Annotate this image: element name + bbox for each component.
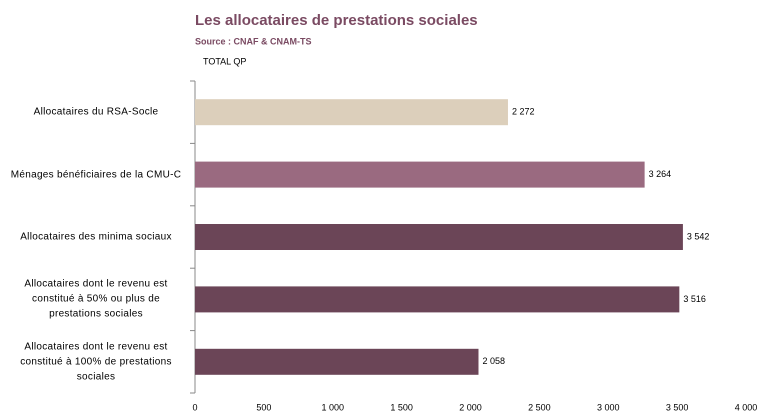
y-tick-label: Allocataires dont le revenu est constitu…: [20, 341, 172, 383]
bar: [195, 224, 683, 250]
value-label: 2 058: [482, 356, 505, 366]
value-label: 2 272: [512, 107, 535, 117]
bar: [195, 348, 479, 375]
x-tick-label: 1 000: [321, 402, 344, 412]
chart-subtitle: Source : CNAF & CNAM-TS: [195, 36, 312, 46]
value-label: 3 516: [683, 294, 706, 304]
x-tick-label: 4 000: [735, 402, 758, 412]
y-tick-label: Allocataires du RSA-Socle: [33, 106, 159, 118]
bar: [195, 161, 645, 188]
bar: [195, 286, 680, 313]
value-label: 3 542: [687, 231, 710, 241]
y-tick-label: Allocataires dont le revenu est constitu…: [24, 278, 168, 320]
value-label: 3 264: [649, 169, 672, 179]
y-tick-label: Ménages bénéficiaires de la CMU-C: [10, 169, 182, 181]
x-tick-label: 3 000: [597, 402, 620, 412]
bar: [195, 99, 508, 126]
x-tick-label: 3 500: [666, 402, 689, 412]
x-tick-label: 500: [256, 402, 271, 412]
y-tick-label: Allocataires des minima sociaux: [20, 231, 172, 243]
x-tick-label: 2 000: [459, 402, 482, 412]
x-tick-label: 2 500: [528, 402, 551, 412]
x-tick-label: 1 500: [390, 402, 413, 412]
chart-title: Les allocataires de prestations sociales: [195, 12, 478, 29]
series-label: TOTAL QP: [203, 56, 246, 66]
x-tick-label: 0: [192, 402, 197, 412]
